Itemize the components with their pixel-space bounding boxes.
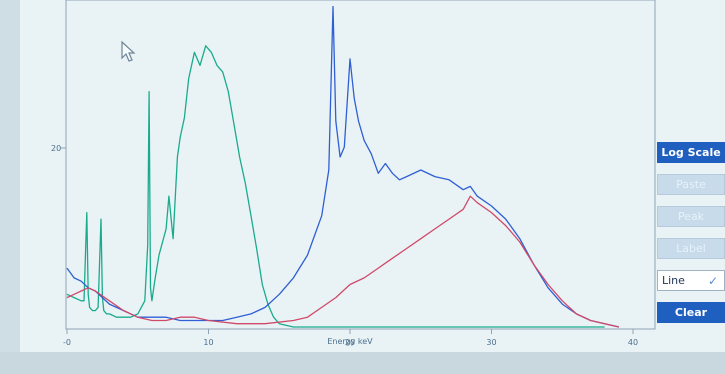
disabled-button-1-label: Paste [676, 178, 706, 191]
checkmark-icon: ✓ [707, 273, 718, 288]
line-label: Line [662, 274, 685, 287]
disabled-button-2[interactable]: Peak [657, 206, 725, 227]
disabled-button-2-label: Peak [677, 210, 705, 223]
spectrum-series [66, 5, 620, 328]
y-axis-mark-label: 20 [51, 144, 61, 153]
x-tick-label: 10 [203, 338, 213, 347]
disabled-button-3-label: Label [676, 242, 706, 255]
x-tick-label: -0 [63, 338, 71, 347]
series-line-red [66, 195, 620, 328]
log-scale-label: Log Scale [661, 146, 721, 159]
x-tick-label: 20 [345, 338, 355, 347]
log-scale-button[interactable]: Log Scale [657, 142, 725, 163]
plot-frame [65, 0, 656, 330]
x-tick-label: 30 [486, 338, 496, 347]
series-line-blue [66, 5, 620, 328]
line-toggle-button[interactable]: Line ✓ [657, 270, 725, 291]
disabled-button-3[interactable]: Label [657, 238, 725, 259]
series-line-green [66, 45, 605, 328]
mouse-pointer-icon [121, 40, 136, 62]
clear-label: Clear [674, 306, 708, 319]
left-bezel [0, 0, 20, 374]
bottom-bezel [0, 352, 725, 374]
clear-button[interactable]: Clear [657, 302, 725, 323]
disabled-button-1[interactable]: Paste [657, 174, 725, 195]
x-axis-label: Energy keV [327, 337, 373, 346]
x-tick-label: 40 [628, 338, 638, 347]
spectrum-screen [20, 0, 725, 352]
x-axis-ticks: -0 10 20 30 40 [63, 329, 638, 347]
